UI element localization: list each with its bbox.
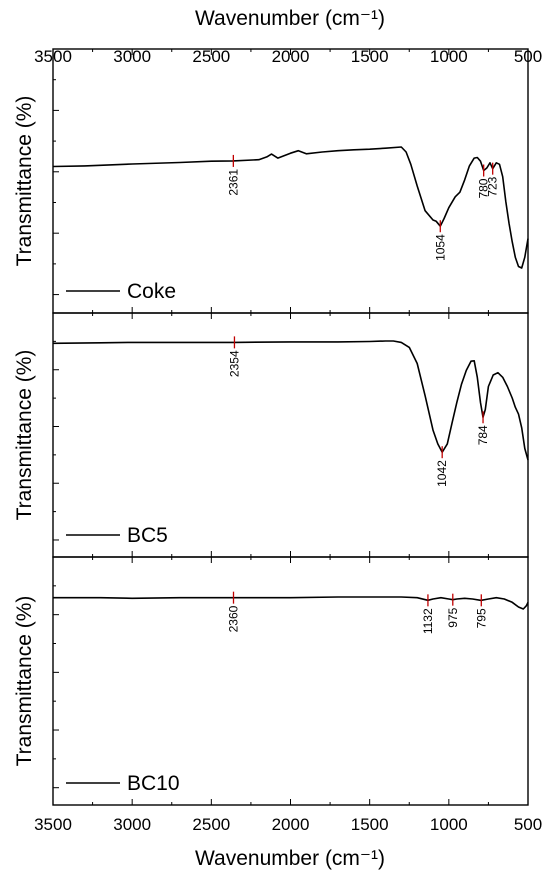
series-line-coke (52, 146, 529, 269)
x-axis-title-top: Wavenumber (cm⁻¹) (195, 7, 385, 30)
peak-marker: 1132 (421, 594, 435, 634)
x-tick-label-top: 3000 (113, 47, 151, 66)
peak-marker: 2361 (226, 154, 240, 196)
peak-marker: 784 (476, 411, 490, 445)
panel-bc10: Transmittance (%) BC10 (13, 556, 529, 806)
x-tick-label-bottom: 2000 (272, 815, 310, 834)
y-axis-label: Transmittance (%) (13, 596, 36, 767)
peak-label: 795 (474, 608, 488, 628)
x-tick-label-top: 3500 (34, 47, 72, 66)
peak-label: 723 (486, 176, 500, 196)
series-line-bc5 (52, 340, 529, 461)
x-axes-layer: 3500 3500 3000 3000 2500 2500 2000 2000 1500 1500… (34, 7, 542, 870)
x-tick-label-top: 2500 (192, 47, 230, 66)
peak-label: 1132 (421, 608, 435, 634)
peak-marker: 2354 (227, 336, 241, 377)
y-axis-label: Transmittance (%) (13, 96, 36, 267)
legend-label: Coke (127, 280, 176, 303)
panels-layer: Transmittance (%) Coke Transmittance (%) BC… (13, 48, 529, 806)
x-tick-label-bottom: 1500 (351, 815, 389, 834)
panel-frame (52, 312, 529, 558)
peak-marker: 795 (474, 594, 488, 628)
x-tick-label-bottom: 3500 (34, 815, 72, 834)
y-axis-label: Transmittance (%) (13, 350, 36, 521)
panel-bc5: Transmittance (%) BC5 (13, 312, 529, 558)
peak-label: 2361 (226, 169, 240, 196)
peak-marker: 1042 (435, 446, 449, 487)
panel-frame (52, 48, 529, 314)
peak-marker: 975 (446, 593, 460, 628)
x-axis-title-bottom: Wavenumber (cm⁻¹) (195, 847, 385, 870)
legend-label: BC10 (127, 772, 180, 795)
x-tick-label-top: 1500 (351, 47, 389, 66)
peak-marker: 2360 (227, 591, 241, 632)
peak-label: 784 (476, 425, 490, 445)
peak-label: 2354 (227, 350, 241, 377)
x-tick-label-bottom: 1000 (430, 815, 468, 834)
x-tick-label-top: 2000 (272, 47, 310, 66)
x-tick-label-bottom: 2500 (192, 815, 230, 834)
peak-label: 780 (477, 178, 491, 198)
legend-label: BC5 (127, 524, 168, 547)
peak-marker: 1054 (433, 220, 447, 261)
x-tick-label-bottom: 500 (514, 815, 542, 834)
x-tick-label-top: 500 (514, 47, 542, 66)
panel-frame (52, 556, 529, 806)
peak-marker: 780 (477, 164, 491, 199)
panel-coke: Transmittance (%) Coke (13, 48, 529, 314)
peak-marker: 723 (486, 162, 500, 197)
series-line-bc10 (53, 596, 529, 610)
peak-label: 1042 (435, 460, 449, 487)
x-tick-label-top: 1000 (430, 47, 468, 66)
peak-label: 1054 (433, 234, 447, 261)
peak-label: 975 (446, 607, 460, 627)
peak-label: 2360 (227, 605, 241, 632)
x-tick-label-bottom: 3000 (113, 815, 151, 834)
